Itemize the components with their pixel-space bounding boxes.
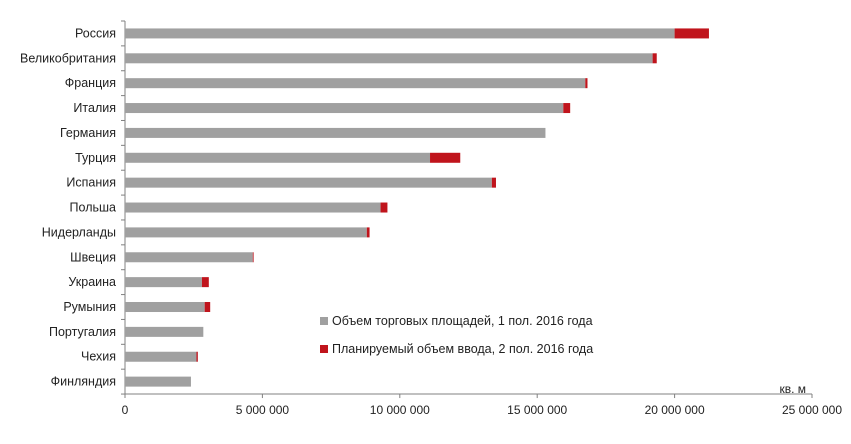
bar-existing bbox=[125, 277, 202, 288]
x-tick-label: 15 000 000 bbox=[507, 403, 567, 417]
category-label: Финляндия bbox=[51, 375, 116, 389]
bar-existing bbox=[125, 376, 191, 387]
bar-planned bbox=[380, 202, 388, 213]
category-label: Великобритания bbox=[20, 51, 116, 65]
bar-planned bbox=[674, 28, 709, 39]
bar-planned bbox=[201, 277, 209, 288]
category-label: Турция bbox=[75, 151, 116, 165]
category-label: Румыния bbox=[63, 300, 116, 314]
bar-existing bbox=[125, 53, 653, 64]
bar-planned bbox=[652, 53, 657, 64]
x-tick-label: 20 000 000 bbox=[645, 403, 705, 417]
unit-label: кв. м bbox=[779, 382, 806, 396]
category-label: Польша bbox=[70, 201, 116, 215]
bar-existing bbox=[125, 28, 675, 39]
category-label: Чехия bbox=[81, 350, 116, 364]
bar-existing bbox=[125, 177, 492, 188]
category-label: Швеция bbox=[70, 250, 116, 264]
legend-swatch bbox=[320, 317, 328, 325]
bar-planned bbox=[430, 152, 461, 163]
category-labels: Россия Великобритания Франция Италия Германи… bbox=[20, 26, 116, 388]
legend: Объем торговых площадей, 1 пол. 2016 год… bbox=[320, 314, 593, 356]
bar-existing bbox=[125, 351, 197, 362]
legend-label: Объем торговых площадей, 1 пол. 2016 год… bbox=[332, 314, 593, 328]
category-label: Португалия bbox=[49, 325, 116, 339]
bar-existing bbox=[125, 326, 204, 337]
bar-existing bbox=[125, 227, 367, 238]
x-tick-labels: 0 5 000 000 10 000 000 15 000 000 20 000 000… bbox=[122, 403, 843, 417]
bar-planned bbox=[563, 103, 571, 114]
bar-planned bbox=[366, 227, 370, 238]
bar-existing bbox=[125, 252, 253, 263]
category-label: Италия bbox=[73, 101, 116, 115]
bar-existing bbox=[125, 152, 431, 163]
bar-existing bbox=[125, 103, 564, 114]
x-tick-label: 25 000 000 bbox=[782, 403, 842, 417]
bar-existing bbox=[125, 302, 205, 313]
x-tick-label: 0 bbox=[122, 403, 129, 417]
bar-existing bbox=[125, 202, 381, 213]
bars bbox=[125, 28, 709, 387]
bar-existing bbox=[125, 78, 586, 89]
legend-swatch bbox=[320, 345, 328, 353]
x-tick-label: 10 000 000 bbox=[370, 403, 430, 417]
category-label: Испания bbox=[66, 176, 116, 190]
bar-planned bbox=[196, 351, 198, 362]
category-label: Украина bbox=[68, 275, 116, 289]
bar-existing bbox=[125, 127, 546, 138]
x-tick-label: 5 000 000 bbox=[236, 403, 290, 417]
category-label: Германия bbox=[60, 126, 116, 140]
category-label: Россия bbox=[75, 26, 116, 40]
bar-planned bbox=[585, 78, 588, 89]
bar-planned bbox=[204, 302, 211, 313]
bar-planned bbox=[491, 177, 496, 188]
category-label: Франция bbox=[65, 76, 116, 90]
category-label: Нидерланды bbox=[42, 225, 116, 239]
bar-planned bbox=[252, 252, 254, 263]
legend-label: Планируемый объем ввода, 2 пол. 2016 год… bbox=[332, 342, 593, 356]
